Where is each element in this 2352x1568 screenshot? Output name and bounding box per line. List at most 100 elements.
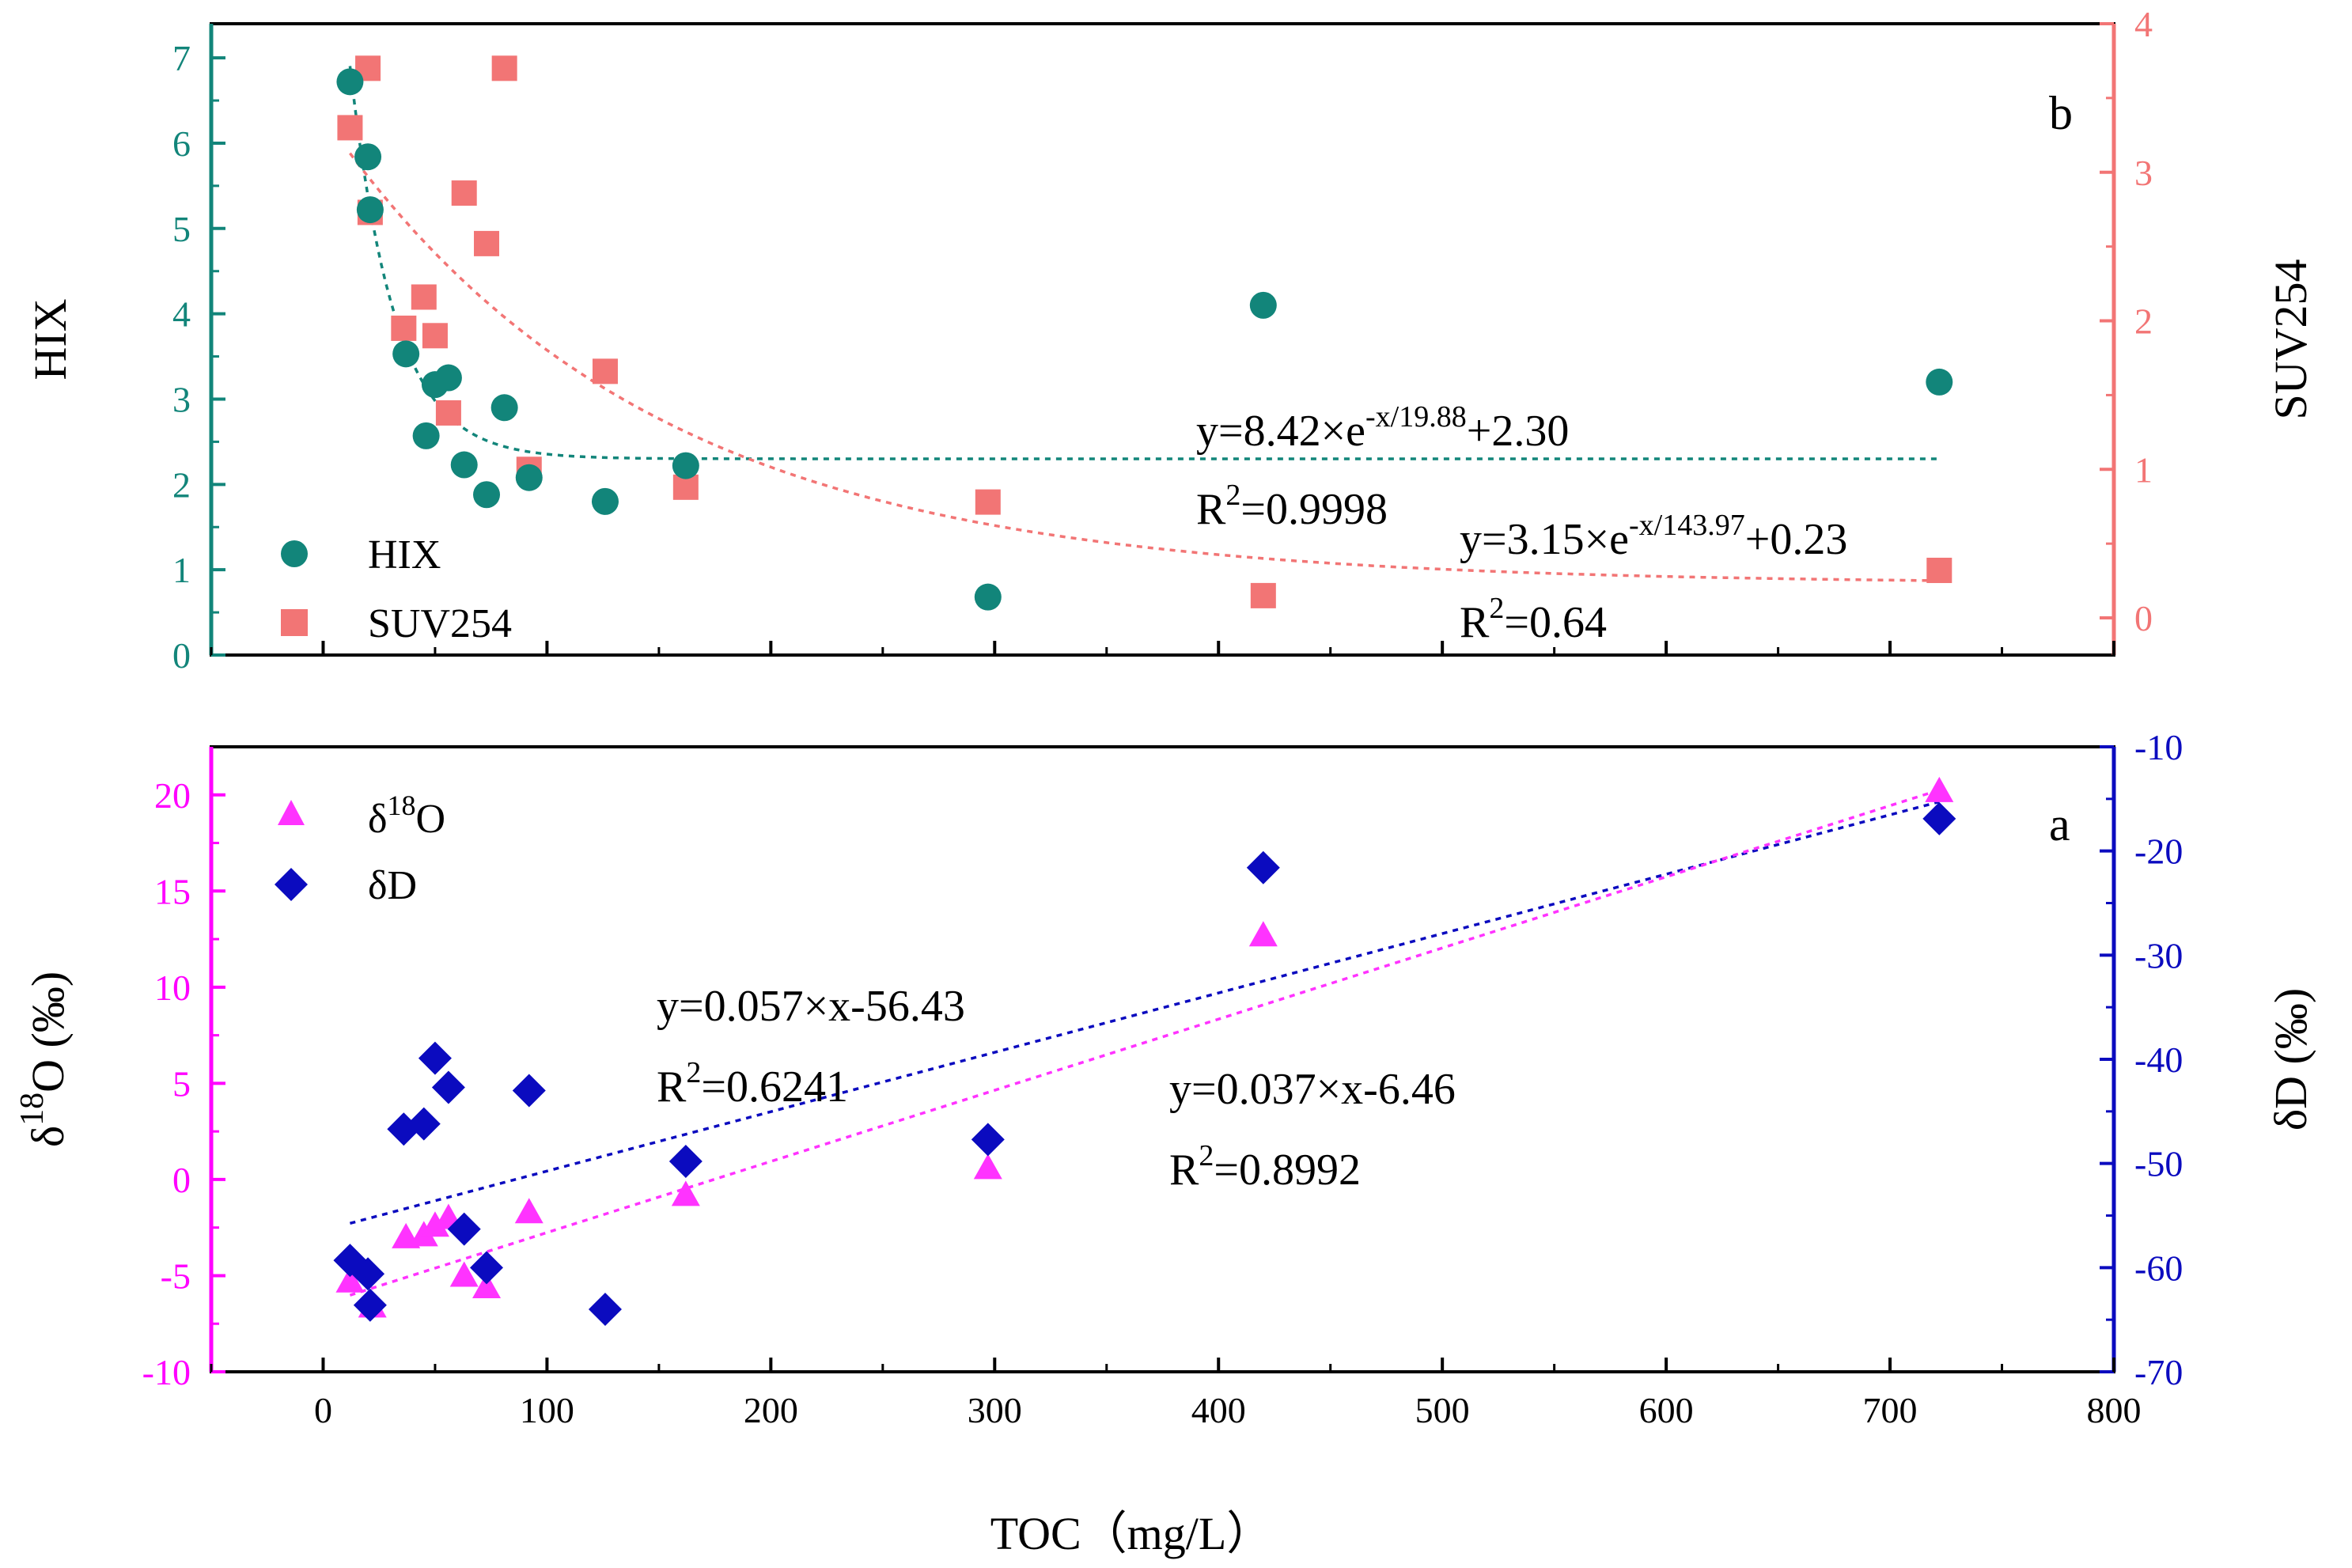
hix-axis-title: HIX (25, 298, 76, 380)
hix-fit-equation: y=8.42×e-x/19.88+2.30 (1196, 400, 1569, 456)
dd-fit-equation: y=0.057×x-56.43 (657, 982, 965, 1031)
hix-point (672, 452, 699, 479)
d18o-point (671, 1180, 700, 1206)
x-axis-tick-label: 200 (744, 1390, 798, 1430)
suv254-point (592, 358, 618, 384)
suv254-point (411, 284, 437, 310)
suv254-axis-tick-label: 4 (2134, 4, 2153, 44)
dd-point (668, 1145, 703, 1179)
dd-fit-r2: R2=0.6241 (657, 1056, 848, 1112)
suv254-point (422, 323, 448, 349)
d18o-point (335, 1267, 365, 1293)
d18o-axis-tick-label: 20 (154, 775, 191, 816)
d18o-fit-line (349, 788, 1940, 1297)
suv254-axis-ticks: 0 1 2 3 4 (2100, 4, 2153, 638)
x-axis-tick-label: 0 (314, 1390, 332, 1430)
hix-axis-tick-label: 5 (172, 209, 191, 249)
d18o-axis-tick-label: -10 (142, 1352, 191, 1392)
dd-point (588, 1293, 622, 1326)
panel-b-legend: HIX SUV254 (281, 532, 512, 646)
x-axis-tick-label: 800 (2087, 1390, 2142, 1430)
legend-suv254-marker (281, 609, 308, 636)
d18o-axis-tick-label: 10 (154, 968, 191, 1008)
suv254-point (435, 400, 461, 426)
hix-point (412, 422, 440, 449)
dd-axis-tick-label: -50 (2134, 1144, 2183, 1184)
x-axis-tick-label: 300 (968, 1390, 1022, 1430)
hix-axis-tick-label: 0 (172, 635, 191, 676)
dd-points (333, 801, 1956, 1326)
legend-suv254-label: SUV254 (368, 601, 512, 646)
panel-a-label: a (2049, 798, 2070, 850)
d18o-axis-tick-label: 15 (154, 871, 191, 911)
hix-axis-tick-label: 4 (172, 294, 191, 335)
suv254-point (1250, 582, 1276, 608)
dd-point (1922, 801, 1956, 835)
suv254-axis-tick-label: 3 (2134, 153, 2153, 193)
d18o-fit-r2: R2=0.8992 (1169, 1139, 1361, 1195)
legend-d18o-marker (278, 800, 305, 825)
dd-axis-tick-label: -30 (2134, 935, 2183, 975)
d18o-axis-tick-label: -5 (161, 1256, 191, 1296)
panel-a-legend: δ18O δD (275, 790, 445, 908)
suv254-axis-tick-label: 1 (2134, 449, 2153, 490)
suv254-point (474, 230, 500, 256)
dd-point (470, 1251, 504, 1285)
dd-point (431, 1070, 465, 1104)
hix-point (1249, 291, 1277, 319)
x-axis-tick-label: 500 (1415, 1390, 1470, 1430)
panel-b-label: b (2049, 87, 2073, 139)
suv254-point (1926, 557, 1952, 583)
suv254-fit-r2: R2=0.64 (1460, 592, 1607, 647)
x-axis-ticks: 0 100 200 300 400 500 600 700 800 (210, 1358, 2142, 1430)
hix-point (450, 451, 478, 479)
x-axis-tick-label: 100 (520, 1390, 574, 1430)
hix-point (434, 364, 462, 392)
d18o-axis-title: δ18O (‰) (14, 971, 74, 1147)
dd-axis-tick-label: -40 (2134, 1040, 2183, 1080)
hix-point (490, 394, 518, 422)
suv254-point (491, 55, 517, 81)
dd-fit-line (349, 800, 1940, 1225)
dd-axis-tick-label: -70 (2134, 1352, 2183, 1392)
hix-point (1926, 368, 1953, 396)
x-axis-tick-label: 700 (1863, 1390, 1918, 1430)
dd-point (418, 1041, 452, 1075)
dd-axis-title: δD (‰) (2265, 988, 2316, 1131)
hix-points (336, 68, 1953, 611)
d18o-point (1248, 921, 1278, 947)
hix-axis-tick-label: 6 (172, 123, 191, 164)
hix-point (591, 487, 619, 515)
legend-hix-label: HIX (368, 532, 441, 578)
suv254-point (391, 315, 417, 341)
panel-a-frame (210, 745, 2115, 1373)
hix-point (392, 340, 420, 368)
d18o-axis-tick-label: 5 (172, 1063, 191, 1104)
suv254-axis-tick-label: 0 (2134, 598, 2153, 638)
panel-b-x-ticks (210, 641, 2115, 655)
suv254-fit-equation: y=3.15×e-x/143.97+0.23 (1460, 509, 1847, 564)
d18o-point (449, 1261, 479, 1287)
hix-point (473, 481, 501, 509)
legend-d18o-label: δ18O (368, 790, 445, 842)
dd-point (512, 1074, 546, 1108)
hix-fit-curve (348, 66, 1940, 460)
hix-axis-tick-label: 1 (172, 550, 191, 590)
hix-point (974, 583, 1002, 611)
x-axis-tick-label: 400 (1191, 1390, 1246, 1430)
hix-point (354, 143, 382, 171)
suv254-point (975, 489, 1001, 515)
hix-axis-ticks: 0 1 2 3 4 5 6 7 (172, 38, 225, 676)
suv254-point (337, 115, 363, 141)
d18o-point (472, 1273, 502, 1299)
hix-fit-r2: R2=0.9998 (1196, 479, 1388, 534)
hix-axis-tick-label: 2 (172, 464, 191, 505)
dd-axis-tick-label: -10 (2134, 727, 2183, 767)
d18o-point (1925, 776, 1954, 802)
d18o-point (514, 1198, 543, 1224)
hix-point (356, 196, 384, 224)
x-axis-title: TOC（mg/L） (990, 1508, 1273, 1559)
legend-dd-marker (275, 868, 308, 901)
